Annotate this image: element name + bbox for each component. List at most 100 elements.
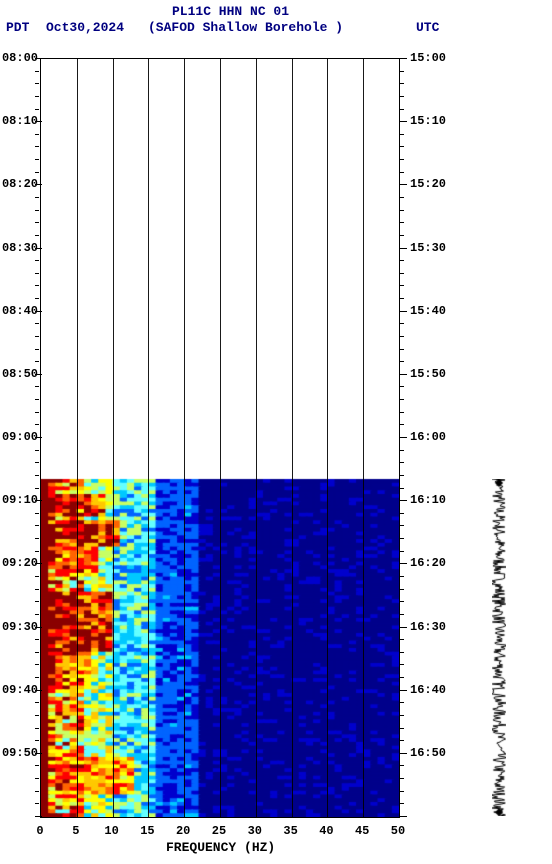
y-label-left: 08:40 (0, 304, 38, 318)
y-tick-right (400, 349, 404, 350)
y-label-right: 16:20 (410, 556, 448, 570)
y-tick-left (35, 677, 39, 678)
y-tick-right (400, 412, 404, 413)
y-tick-left (35, 336, 39, 337)
y-tick-right (400, 525, 404, 526)
y-tick-right (400, 83, 404, 84)
x-tick-label: 5 (72, 824, 79, 838)
y-label-left: 09:30 (0, 620, 38, 634)
y-tick-left (35, 222, 39, 223)
y-label-right: 15:30 (410, 241, 448, 255)
spectrogram-plot (40, 58, 400, 818)
y-tick-right (400, 753, 407, 754)
y-label-right: 16:50 (410, 746, 448, 760)
gridline-vertical (363, 59, 364, 817)
y-tick-right (400, 197, 404, 198)
y-tick-right (400, 652, 404, 653)
y-tick-right (400, 488, 404, 489)
y-tick-right (400, 248, 407, 249)
x-tick-label: 30 (248, 824, 262, 838)
gridline-vertical (292, 59, 293, 817)
y-tick-right (400, 298, 404, 299)
gridline-vertical (77, 59, 78, 817)
y-tick-right (400, 702, 404, 703)
y-tick-right (400, 462, 404, 463)
y-tick-left (35, 146, 39, 147)
y-tick-left (35, 702, 39, 703)
y-tick-right (400, 690, 407, 691)
y-tick-left (35, 462, 39, 463)
y-tick-right (400, 285, 404, 286)
y-label-left: 08:50 (0, 367, 38, 381)
y-tick-right (400, 765, 404, 766)
y-tick-right (400, 551, 404, 552)
y-tick-left (35, 96, 39, 97)
y-tick-right (400, 437, 407, 438)
y-tick-right (400, 538, 404, 539)
y-tick-right (400, 311, 407, 312)
y-tick-right (400, 109, 404, 110)
y-tick-left (35, 551, 39, 552)
y-label-right: 15:50 (410, 367, 448, 381)
y-tick-left (35, 652, 39, 653)
y-tick-right (400, 336, 404, 337)
x-tick-label: 50 (391, 824, 405, 838)
y-label-left: 08:30 (0, 241, 38, 255)
y-tick-left (35, 197, 39, 198)
y-tick-left (35, 71, 39, 72)
y-label-left: 08:10 (0, 114, 38, 128)
gridline-vertical (220, 59, 221, 817)
y-tick-left (35, 728, 39, 729)
y-tick-right (400, 273, 404, 274)
gridline-vertical (184, 59, 185, 817)
y-tick-left (35, 765, 39, 766)
y-tick-left (35, 576, 39, 577)
y-label-left: 09:40 (0, 683, 38, 697)
y-tick-right (400, 791, 404, 792)
y-tick-left (35, 513, 39, 514)
y-tick-right (400, 386, 404, 387)
y-tick-right (400, 778, 404, 779)
y-tick-right (400, 740, 404, 741)
y-tick-right (400, 664, 404, 665)
y-tick-left (35, 83, 39, 84)
y-tick-right (400, 589, 404, 590)
y-label-right: 15:00 (410, 51, 448, 65)
x-tick-label: 25 (212, 824, 226, 838)
y-tick-left (35, 260, 39, 261)
gridline-vertical (148, 59, 149, 817)
y-tick-left (35, 664, 39, 665)
x-tick-label: 15 (140, 824, 154, 838)
y-tick-right (400, 450, 404, 451)
y-label-left: 09:20 (0, 556, 38, 570)
x-tick-label: 20 (176, 824, 190, 838)
y-tick-left (35, 134, 39, 135)
y-tick-right (400, 576, 404, 577)
y-label-left: 09:10 (0, 493, 38, 507)
y-label-right: 15:40 (410, 304, 448, 318)
y-label-left: 08:00 (0, 51, 38, 65)
y-tick-left (35, 525, 39, 526)
y-label-right: 16:40 (410, 683, 448, 697)
y-tick-right (400, 803, 404, 804)
y-tick-left (35, 412, 39, 413)
gridline-vertical (327, 59, 328, 817)
y-tick-left (35, 235, 39, 236)
y-tick-right (400, 361, 404, 362)
y-tick-left (35, 488, 39, 489)
y-tick-left (35, 349, 39, 350)
y-label-right: 15:10 (410, 114, 448, 128)
y-tick-left (35, 778, 39, 779)
y-tick-left (35, 639, 39, 640)
y-tick-right (400, 816, 407, 817)
y-tick-right (400, 627, 407, 628)
x-tick-label: 40 (319, 824, 333, 838)
y-tick-left (35, 298, 39, 299)
y-tick-right (400, 172, 404, 173)
y-tick-left (35, 159, 39, 160)
y-tick-right (400, 424, 404, 425)
y-label-right: 16:00 (410, 430, 448, 444)
x-tick-label: 10 (104, 824, 118, 838)
y-tick-right (400, 614, 404, 615)
y-tick-right (400, 601, 404, 602)
